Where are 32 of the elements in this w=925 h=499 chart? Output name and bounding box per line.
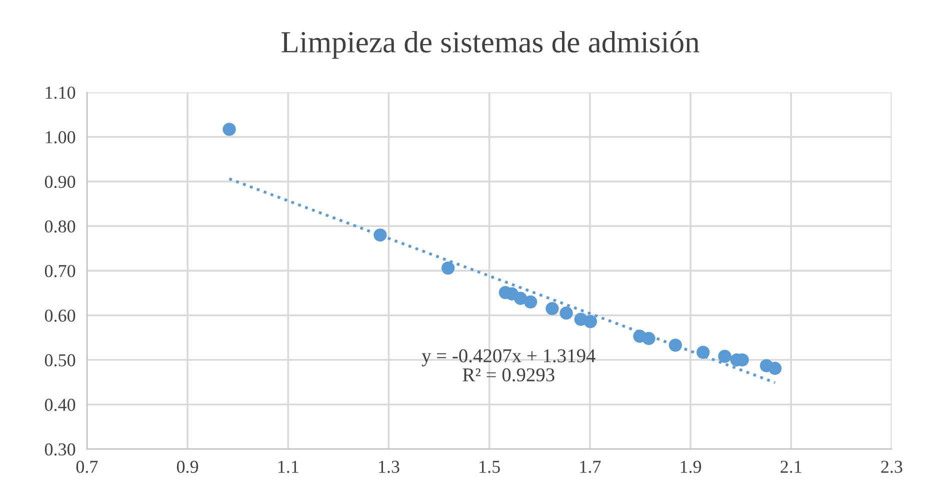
y-tick-label: 0.80 [44, 220, 76, 233]
x-tick-label: 1.5 [480, 460, 500, 473]
point [222, 122, 236, 136]
point [696, 346, 710, 359]
x-tick-label: 2.3 [881, 460, 902, 473]
x-tick-label: 2.1 [780, 460, 802, 473]
chart-title: Limpieza de sistemas de admisión [282, 31, 700, 59]
y-tick-label: 0.60 [44, 310, 76, 322]
point [584, 314, 598, 328]
x-tick-label: 0.9 [176, 460, 198, 473]
x-tick-label: 0.7 [76, 460, 98, 473]
y-tick-label: 1.00 [46, 131, 76, 144]
point [374, 228, 387, 242]
x-tick-label: 1.7 [580, 460, 601, 473]
y-tick-label: 0.30 [44, 443, 76, 456]
point [546, 302, 559, 316]
point [668, 338, 682, 352]
point [524, 295, 538, 309]
y-tick-label: 0.40 [44, 398, 76, 412]
point [642, 332, 656, 346]
x-tick-label: 1.1 [278, 460, 298, 473]
point [768, 362, 782, 375]
y-tick-label: 0.90 [44, 176, 76, 188]
x-tick-label: 1.9 [680, 460, 702, 473]
y-tick-label: 0.50 [44, 354, 76, 366]
annotation: y = -0.4207x + 1.3194 R² = 0.9293 [422, 349, 596, 382]
y-tick-label: 1.10 [46, 86, 76, 99]
y-tick-label: 0.70 [44, 264, 76, 278]
point [560, 306, 573, 320]
point [718, 350, 732, 363]
point [441, 261, 455, 275]
x-tick-label: 1.3 [379, 460, 400, 473]
